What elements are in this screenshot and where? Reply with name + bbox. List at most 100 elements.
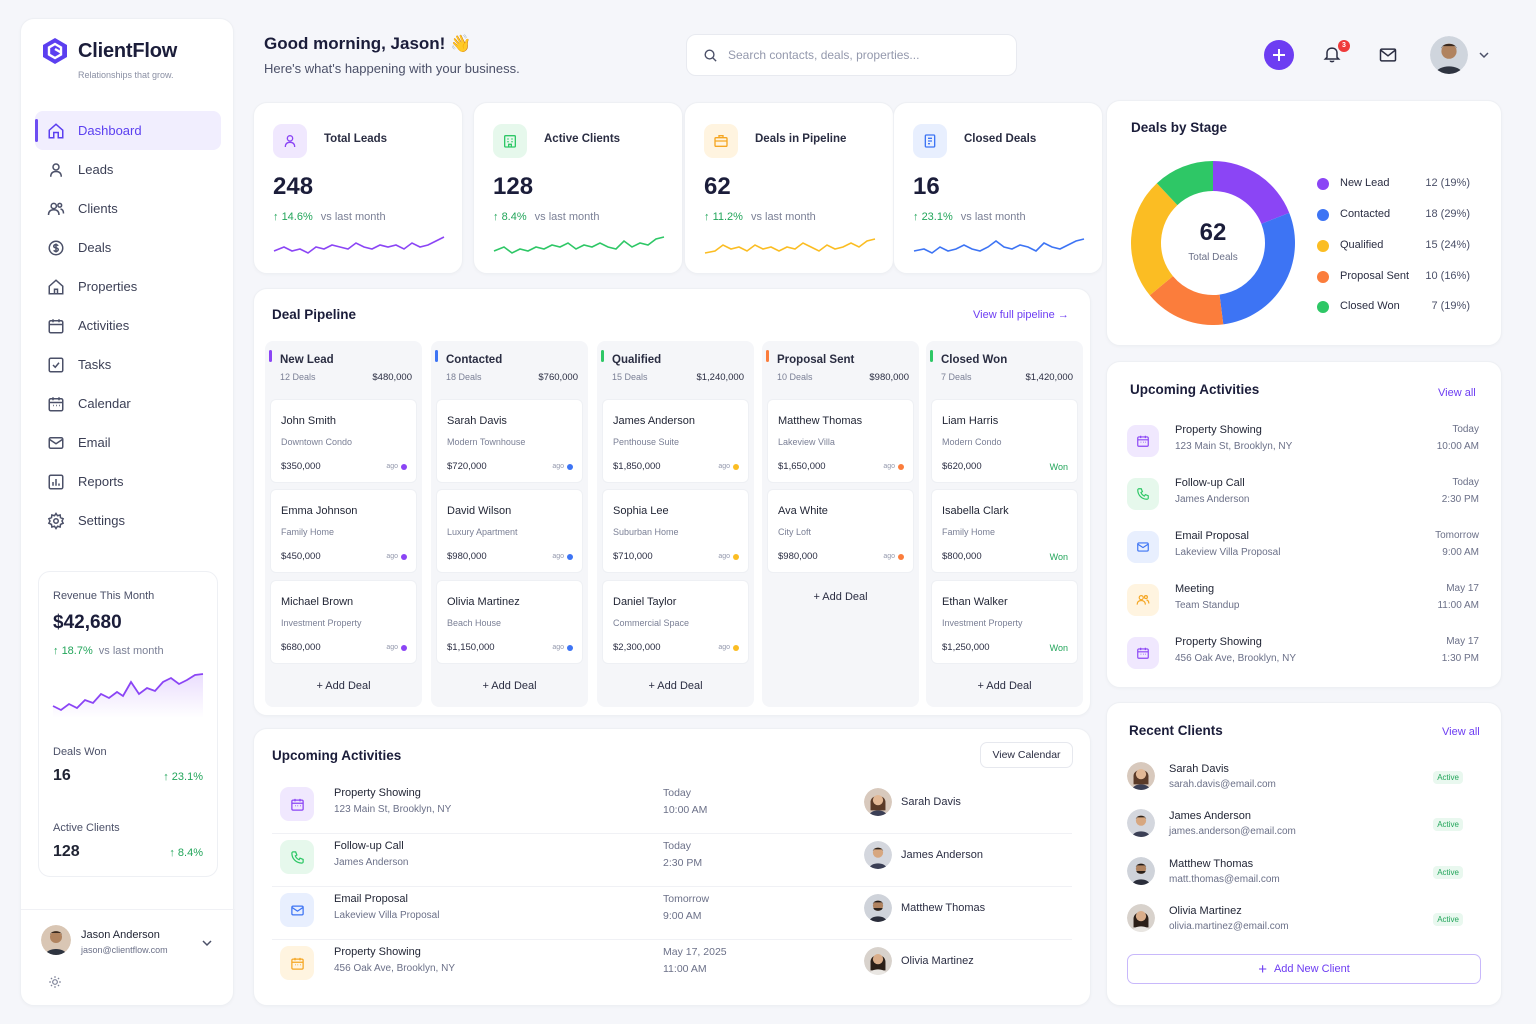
activity-row[interactable]: Property Showing 456 Oak Ave, Brooklyn, … <box>272 940 1072 993</box>
avatar <box>1127 904 1155 932</box>
deal-card[interactable]: Ava White City Loft $980,000 ago <box>767 489 914 573</box>
nav-settings[interactable]: Settings <box>35 501 221 540</box>
nav-label: Reports <box>78 474 124 489</box>
deal-type: Modern Townhouse <box>447 437 526 447</box>
deal-card[interactable]: Sophia Lee Suburban Home $710,000 ago <box>602 489 749 573</box>
deal-name: Ava White <box>778 505 828 517</box>
deal-card[interactable]: Emma Johnson Family Home $450,000 ago <box>270 489 417 573</box>
stat-change-value: 23.1% <box>921 211 953 223</box>
header-avatar[interactable] <box>1430 36 1468 77</box>
nav-email[interactable]: Email <box>35 423 221 462</box>
activity-item[interactable]: Follow-up Call James Anderson Today 2:30 PM <box>1127 477 1483 529</box>
users-icon <box>1127 584 1159 616</box>
deal-type: Suburban Home <box>613 527 679 537</box>
client-row[interactable]: James Anderson james.anderson@email.com Ac… <box>1127 809 1483 853</box>
chevron-down-icon[interactable] <box>1478 49 1490 61</box>
activity-item[interactable]: Email Proposal Lakeview Villa Proposal Tom… <box>1127 530 1483 582</box>
avatar <box>864 947 892 975</box>
nav-clients[interactable]: Clients <box>35 189 221 228</box>
deal-card[interactable]: Sarah Davis Modern Townhouse $720,000 ago <box>436 399 583 483</box>
deal-card[interactable]: David Wilson Luxury Apartment $980,000 ago <box>436 489 583 573</box>
activity-title: Follow-up Call <box>1175 477 1245 489</box>
nav-deals[interactable]: Deals <box>35 228 221 267</box>
column-marker <box>930 350 933 362</box>
add-deal-button[interactable]: + Add Deal <box>482 680 537 692</box>
activity-item[interactable]: Meeting Team Standup May 17 11:00 AM <box>1127 583 1483 635</box>
add-deal-button[interactable]: + Add Deal <box>316 680 371 692</box>
activity-row[interactable]: Email Proposal Lakeview Villa Proposal T… <box>272 887 1072 940</box>
nav-label: Settings <box>78 513 125 528</box>
status-dot <box>898 464 904 470</box>
view-all-link[interactable]: View all <box>1442 726 1480 738</box>
status-dot <box>733 554 739 560</box>
deal-card[interactable]: Olivia Martinez Beach House $1,150,000 ago <box>436 580 583 664</box>
add-button[interactable] <box>1264 40 1294 70</box>
view-all-link[interactable]: View all <box>1438 387 1476 399</box>
stat-change: ↑ 14.6% vs last month <box>273 211 386 223</box>
activity-item[interactable]: Property Showing 123 Main St, Brooklyn, N… <box>1127 424 1483 476</box>
add-deal-button[interactable]: + Add Deal <box>648 680 703 692</box>
view-calendar-button[interactable]: View Calendar <box>980 742 1073 768</box>
search-input[interactable] <box>728 48 988 62</box>
building-icon <box>493 124 527 158</box>
column-total: $760,000 <box>538 372 578 383</box>
clients-title: Recent Clients <box>1129 723 1223 738</box>
deal-type: Downtown Condo <box>281 437 353 447</box>
column-marker <box>766 350 769 362</box>
bell-icon[interactable] <box>1322 44 1342 64</box>
deal-card[interactable]: Liam Harris Modern Condo $620,000 Won <box>931 399 1078 483</box>
active-clients-value: 128 <box>53 843 80 860</box>
sun-icon[interactable] <box>48 975 62 989</box>
deal-card[interactable]: Isabella Clark Family Home $800,000 Won <box>931 489 1078 573</box>
search-bar[interactable] <box>686 34 1017 76</box>
nav-leads[interactable]: Leads <box>35 150 221 189</box>
activity-date: May 17, 2025 <box>663 946 727 958</box>
deal-card[interactable]: Daniel Taylor Commercial Space $2,300,000 a… <box>602 580 749 664</box>
activity-row[interactable]: Follow-up Call James Anderson Today 2:30… <box>272 834 1072 887</box>
app-tagline: Relationships that grow. <box>78 70 174 80</box>
deal-name: Liam Harris <box>942 415 999 427</box>
user-profile[interactable] <box>41 925 71 958</box>
activity-title: Property Showing <box>1175 424 1262 436</box>
add-deal-button[interactable]: + Add Deal <box>977 680 1032 692</box>
legend-value: 12 (19%) <box>1425 177 1470 189</box>
activity-row[interactable]: Property Showing 123 Main St, Brooklyn, … <box>272 781 1072 834</box>
nav-reports[interactable]: Reports <box>35 462 221 501</box>
chevron-down-icon[interactable] <box>201 937 213 949</box>
activity-time: 2:30 PM <box>1441 494 1479 505</box>
deal-type: Beach House <box>447 618 502 628</box>
deal-type: Penthouse Suite <box>613 437 680 447</box>
deal-price: $1,650,000 <box>778 461 826 472</box>
status-dot <box>401 554 407 560</box>
deal-card[interactable]: John Smith Downtown Condo $350,000 ago <box>270 399 417 483</box>
activity-title: Property Showing <box>334 946 421 958</box>
activity-title: Property Showing <box>1175 636 1262 648</box>
add-new-client-button[interactable]: + Add New Client <box>1127 954 1481 984</box>
client-row[interactable]: Matthew Thomas matt.thomas@email.com Activ… <box>1127 857 1483 901</box>
nav-tasks[interactable]: Tasks <box>35 345 221 384</box>
client-row[interactable]: Olivia Martinez olivia.martinez@email.com… <box>1127 904 1483 948</box>
user-icon <box>50 162 62 177</box>
deal-card[interactable]: James Anderson Penthouse Suite $1,850,000 a… <box>602 399 749 483</box>
nav-dashboard[interactable]: Dashboard <box>35 111 221 150</box>
calendar-icon <box>48 318 64 333</box>
deal-card[interactable]: Ethan Walker Investment Property $1,250,00… <box>931 580 1078 664</box>
activity-date: Today <box>1452 477 1479 488</box>
nav-activities[interactable]: Activities <box>35 306 221 345</box>
legend-item: Proposal Sent 10 (16%) <box>1317 269 1487 285</box>
view-full-pipeline-link[interactable]: View full pipeline → <box>973 309 1069 321</box>
nav-calendar[interactable]: Calendar <box>35 384 221 423</box>
legend-label: New Lead <box>1340 177 1390 189</box>
stat-change: ↑ 11.2% vs last month <box>704 211 816 223</box>
mail-icon[interactable] <box>1378 45 1398 65</box>
activity-person: Matthew Thomas <box>901 902 986 914</box>
client-row[interactable]: Sarah Davis sarah.davis@email.com Active <box>1127 762 1483 806</box>
add-deal-button[interactable]: + Add Deal <box>813 591 868 603</box>
nav-properties[interactable]: Properties <box>35 267 221 306</box>
activity-item[interactable]: Property Showing 456 Oak Ave, Brooklyn, N… <box>1127 636 1483 688</box>
stat-vs: vs last month <box>750 211 816 223</box>
deal-type: Commercial Space <box>613 618 690 628</box>
deal-card[interactable]: Matthew Thomas Lakeview Villa $1,650,000 ag… <box>767 399 914 483</box>
deal-card[interactable]: Michael Brown Investment Property $680,000… <box>270 580 417 664</box>
legend-item: Closed Won 7 (19%) <box>1317 299 1487 315</box>
